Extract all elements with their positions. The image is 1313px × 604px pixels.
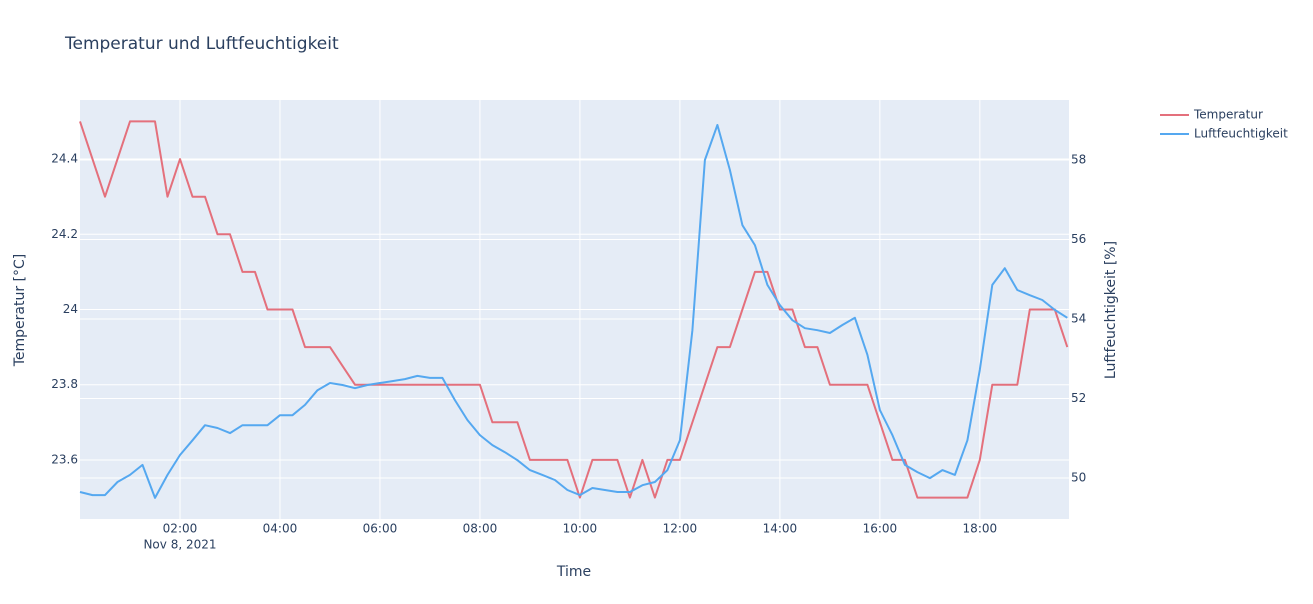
series-line bbox=[79, 124, 1068, 499]
x-tick-label: 02:00 bbox=[163, 522, 198, 536]
x-tick-label: 10:00 bbox=[563, 522, 598, 536]
lines bbox=[79, 120, 1069, 499]
x-date-label: Nov 8, 2021 bbox=[143, 538, 216, 552]
x-tick-label: 16:00 bbox=[863, 522, 898, 536]
x-tick-label: 14:00 bbox=[763, 522, 798, 536]
x-tick-label: 12:00 bbox=[663, 522, 698, 536]
y2-tick-label: 58 bbox=[1071, 153, 1086, 167]
x-tick-label: 08:00 bbox=[463, 522, 498, 536]
y2-axis-title: Luftfeuchtigkeit [%] bbox=[1103, 241, 1119, 379]
chart-title: Temperatur und Luftfeuchtigkeit bbox=[64, 34, 339, 54]
y-axis-title: Temperatur [°C] bbox=[12, 254, 28, 368]
y-tick-label: 24.4 bbox=[51, 152, 78, 166]
x-tick-label: 06:00 bbox=[363, 522, 398, 536]
legend: Temperatur Luftfeuchtigkeit bbox=[1160, 108, 1288, 141]
y-tick-label: 23.6 bbox=[51, 452, 78, 466]
x-tick-label: 18:00 bbox=[963, 522, 998, 536]
y2-tick-label: 52 bbox=[1071, 391, 1086, 405]
y-tick-label: 23.8 bbox=[51, 377, 78, 391]
legend-label: Temperatur bbox=[1193, 108, 1263, 122]
y-tick-label: 24 bbox=[63, 302, 78, 316]
x-axis-title: Time bbox=[556, 564, 591, 580]
y2-tick-label: 54 bbox=[1071, 312, 1086, 326]
y2-tick-label: 56 bbox=[1071, 232, 1086, 246]
x-tick-label: 04:00 bbox=[263, 522, 298, 536]
legend-label: Luftfeuchtigkeit bbox=[1194, 127, 1288, 141]
y-tick-label: 24.2 bbox=[51, 227, 78, 241]
y2-tick-label: 50 bbox=[1071, 471, 1086, 485]
